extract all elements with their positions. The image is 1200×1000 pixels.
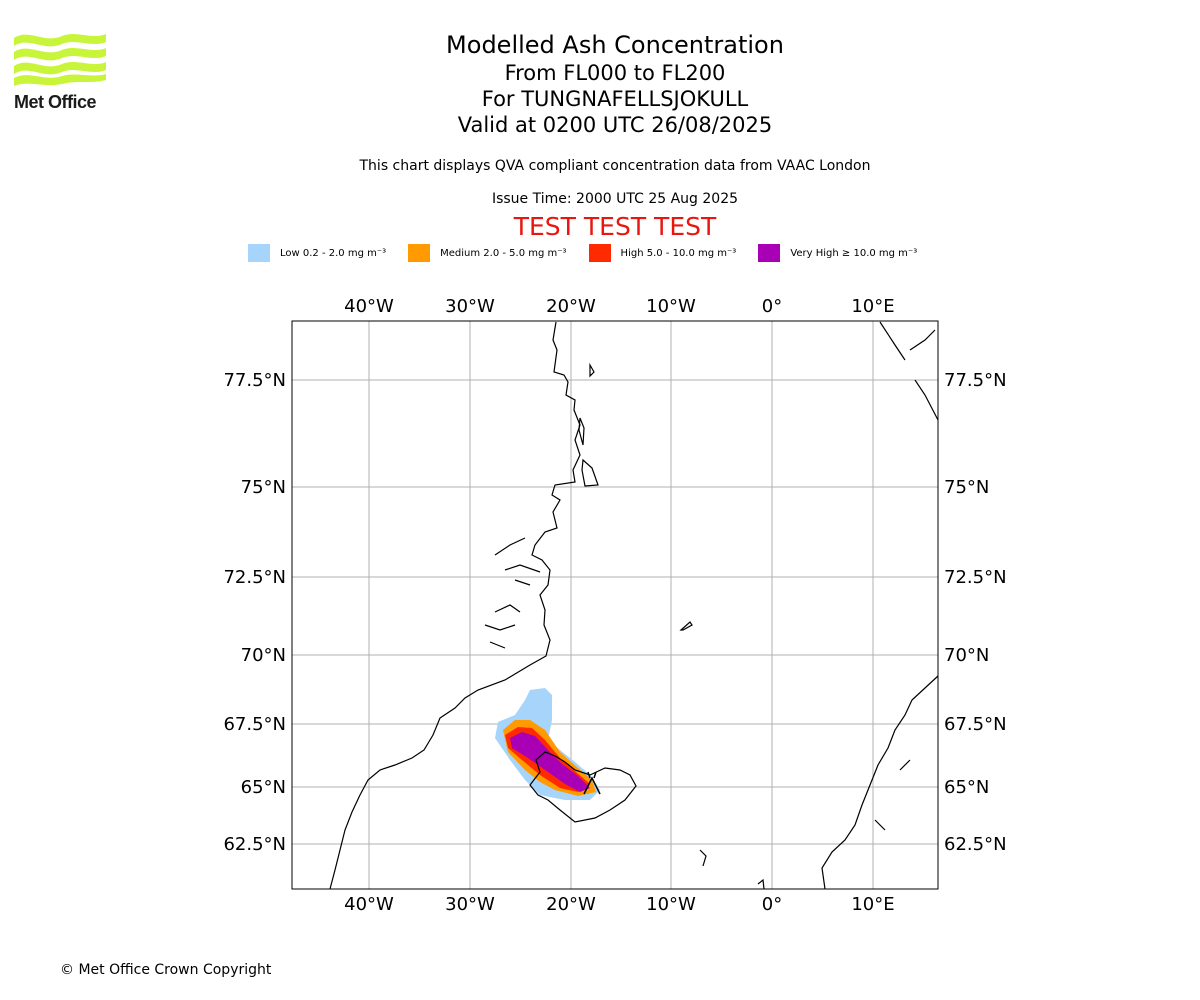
lon-label-top-10w: 10°W xyxy=(646,296,696,317)
ash-very-high-concentration xyxy=(510,732,590,792)
lon-label-bottom-40w: 40°W xyxy=(344,894,394,915)
legend-item-very-high: Very High ≥ 10.0 mg m⁻³ xyxy=(758,244,917,262)
legend-item-low: Low 0.2 - 2.0 mg m⁻³ xyxy=(248,244,386,262)
lat-label-right-67-5n: 67.5°N xyxy=(944,714,1007,735)
lat-label-right-72-5n: 72.5°N xyxy=(944,567,1007,588)
lon-label-bottom-30w: 30°W xyxy=(445,894,495,915)
legend: Low 0.2 - 2.0 mg m⁻³ Medium 2.0 - 5.0 mg… xyxy=(248,244,939,262)
issue-time: Issue Time: 2000 UTC 25 Aug 2025 xyxy=(491,191,739,207)
legend-swatch-high xyxy=(588,244,611,262)
copyright: © Met Office Crown Copyright xyxy=(60,962,272,978)
lat-label-left-75n: 75°N xyxy=(241,477,286,498)
logo-text: Met Office xyxy=(14,92,97,112)
lat-label-right-77-5n: 77.5°N xyxy=(944,370,1007,391)
lon-label-bottom-20w: 20°W xyxy=(546,894,596,915)
title-line-3: For TUNGNAFELLSJOKULL xyxy=(481,87,749,111)
legend-swatch-medium xyxy=(408,244,431,262)
lon-label-top-10e: 10°E xyxy=(851,296,894,317)
legend-swatch-low xyxy=(248,244,270,262)
legend-swatch-very-high xyxy=(758,244,781,262)
lat-label-left-62-5n: 62.5°N xyxy=(223,834,286,855)
lat-label-left-72-5n: 72.5°N xyxy=(223,567,286,588)
lat-label-right-65n: 65°N xyxy=(944,777,989,798)
gridlines xyxy=(292,321,938,889)
ash-plume xyxy=(495,688,600,800)
svalbard-coastline xyxy=(879,321,939,421)
subtitle: This chart displays QVA compliant concen… xyxy=(359,158,871,174)
lon-label-top-30w: 30°W xyxy=(445,296,495,317)
chart-title-block: Modelled Ash Concentration From FL000 to… xyxy=(315,30,915,138)
jan-mayen-coastline xyxy=(679,621,693,631)
shetland-coastline xyxy=(757,878,765,890)
lat-label-left-65n: 65°N xyxy=(241,777,286,798)
legend-label-high: High 5.0 - 10.0 mg m⁻³ xyxy=(620,247,737,259)
lon-label-top-20w: 20°W xyxy=(546,296,596,317)
lon-labels-top: 40°W 30°W 20°W 10°W 0° 10°E xyxy=(344,296,894,317)
norway-coastline xyxy=(821,675,939,890)
lat-label-right-62-5n: 62.5°N xyxy=(944,834,1007,855)
lat-labels-left: 77.5°N 75°N 72.5°N 70°N 67.5°N 65°N 62.5… xyxy=(223,370,286,855)
met-office-logo: Met Office xyxy=(14,30,109,112)
lon-labels-bottom: 40°W 30°W 20°W 10°W 0° 10°E xyxy=(344,894,894,915)
title-line-4: Valid at 0200 UTC 26/08/2025 xyxy=(457,113,773,137)
legend-label-very-high: Very High ≥ 10.0 mg m⁻³ xyxy=(790,247,918,259)
lon-label-top-40w: 40°W xyxy=(344,296,394,317)
legend-item-medium: Medium 2.0 - 5.0 mg m⁻³ xyxy=(408,244,567,262)
faroe-coastline xyxy=(699,849,707,867)
greenland-east-islands xyxy=(578,362,599,487)
volcano-marker-icon xyxy=(583,771,601,795)
lat-label-left-67-5n: 67.5°N xyxy=(223,714,286,735)
legend-item-high: High 5.0 - 10.0 mg m⁻³ xyxy=(588,244,737,262)
iceland-coastline xyxy=(529,751,637,823)
met-office-waves-icon xyxy=(14,34,106,86)
lat-label-left-77-5n: 77.5°N xyxy=(223,370,286,391)
legend-label-low: Low 0.2 - 2.0 mg m⁻³ xyxy=(280,247,387,259)
title-line-2: From FL000 to FL200 xyxy=(504,61,726,85)
lon-label-bottom-10e: 10°E xyxy=(851,894,894,915)
lat-label-right-70n: 70°N xyxy=(944,645,989,666)
lon-label-top-0: 0° xyxy=(762,296,782,317)
map-frame xyxy=(291,320,939,890)
greenland-fjord xyxy=(484,537,541,649)
lon-label-bottom-0: 0° xyxy=(762,894,782,915)
lat-label-left-70n: 70°N xyxy=(241,645,286,666)
lon-label-bottom-10w: 10°W xyxy=(646,894,696,915)
legend-label-medium: Medium 2.0 - 5.0 mg m⁻³ xyxy=(440,247,567,259)
lat-labels-right: 77.5°N 75°N 72.5°N 70°N 67.5°N 65°N 62.5… xyxy=(944,370,1007,855)
lat-label-right-75n: 75°N xyxy=(944,477,989,498)
title-line-1: Modelled Ash Concentration xyxy=(446,31,784,59)
greenland-coastline xyxy=(329,321,581,890)
test-banner: TEST TEST TEST xyxy=(513,212,717,241)
